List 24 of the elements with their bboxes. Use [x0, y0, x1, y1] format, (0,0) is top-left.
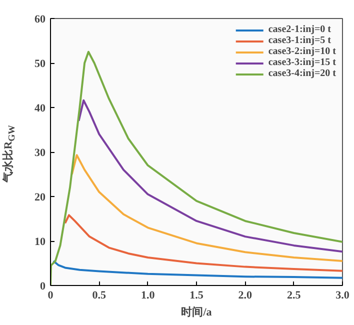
y-tick-label: 30 — [34, 147, 46, 159]
line-series — [78, 99, 342, 253]
x-axis-title: 时间/a — [181, 306, 212, 318]
x-tick-label: 2.0 — [238, 290, 253, 302]
y-tick-label: 60 — [34, 14, 46, 26]
y-tick-label: 20 — [34, 192, 46, 204]
line-series — [64, 214, 342, 272]
line-series — [52, 260, 342, 279]
x-tick-label: 0.5 — [92, 290, 107, 302]
y-tick-label: 10 — [34, 236, 46, 248]
legend-label: case3-2:inj=10 t — [268, 46, 336, 57]
x-tick-label: 2.5 — [286, 290, 302, 302]
x-tick-label: 0 — [48, 290, 54, 302]
x-tick-label: 1.0 — [140, 290, 156, 302]
x-tick-label: 1.5 — [190, 290, 204, 302]
x-tick-label: 3.0 — [336, 290, 350, 302]
legend-label: case3-1:inj=5 t — [268, 35, 331, 46]
y-tick-label: 40 — [34, 102, 46, 114]
y-tick-label: 50 — [34, 58, 46, 70]
legend-label: case3-4:inj=20 t — [268, 68, 336, 79]
legend-label: case2-1:inj=0 t — [268, 24, 331, 35]
y-tick-label: 0 — [40, 280, 46, 292]
legend-label: case3-3:inj=15 t — [268, 57, 336, 68]
line-series — [70, 154, 342, 262]
